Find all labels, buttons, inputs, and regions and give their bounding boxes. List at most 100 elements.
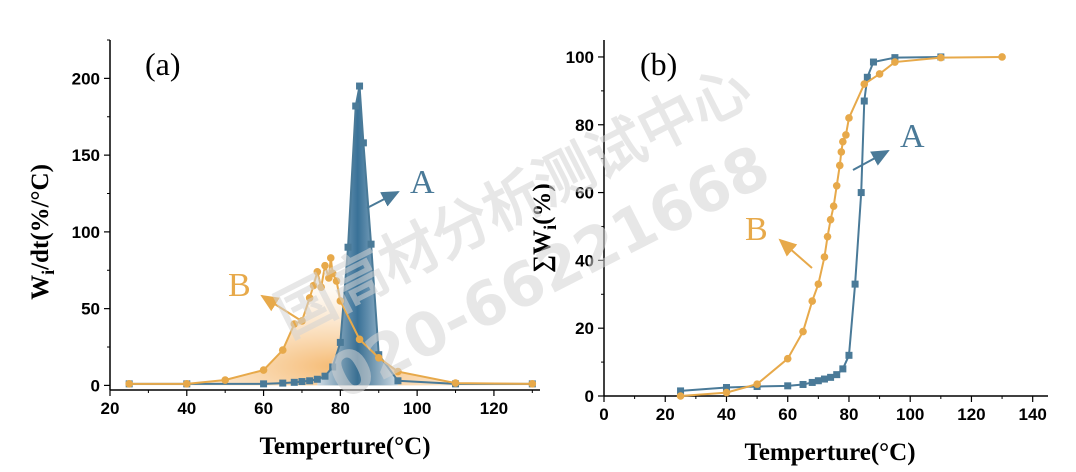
series-b-point <box>355 335 364 344</box>
x-tick-label: 40 <box>177 399 196 418</box>
series-a-point <box>869 58 877 66</box>
y-tick-label: 40 <box>575 251 594 270</box>
y-tick-label: 80 <box>575 116 594 135</box>
chart-axes: 20 40 60 80 100 120 0 50 100 150 200 <box>72 39 540 418</box>
series-b-point <box>845 114 853 122</box>
x-tick-label: 20 <box>101 399 120 418</box>
series-b-point <box>321 261 329 270</box>
series-b-point <box>875 70 884 78</box>
annotation-arrow-b <box>260 294 301 321</box>
y-axis-label: ∑Wi(%) <box>529 183 560 273</box>
y-tick-label: 60 <box>575 184 594 203</box>
series-b-point <box>722 388 731 397</box>
series-b-point <box>808 297 817 305</box>
y-tick-label: 150 <box>72 146 100 165</box>
series-b-point <box>259 366 268 374</box>
series-b-point <box>998 53 1006 61</box>
series-a-point <box>863 73 871 81</box>
y-axis-label-sub: i <box>540 225 560 230</box>
series-b-point <box>799 327 807 336</box>
series-b-point <box>839 137 847 146</box>
series-b-point <box>753 380 761 388</box>
series-b-point <box>313 267 322 276</box>
series-b-point <box>328 269 337 278</box>
series-a-point <box>359 139 367 147</box>
series-b-point <box>842 131 850 139</box>
series-a-point <box>833 371 841 379</box>
series-b-point <box>783 354 792 363</box>
x-tick-label: 60 <box>778 405 797 424</box>
series-b-point <box>290 320 299 328</box>
annotation-label-b: B <box>745 211 768 248</box>
x-tick-label: 60 <box>254 399 273 418</box>
series-a-point <box>784 382 792 390</box>
series-b-point <box>891 58 899 66</box>
series-a-point <box>394 377 402 385</box>
series-a-point <box>290 378 298 386</box>
y-axis-label-main: W <box>27 275 54 300</box>
series-a-point <box>808 378 816 386</box>
annotation-label-a: A <box>900 118 925 155</box>
series-b-point <box>835 161 844 170</box>
series-b-point <box>676 392 685 400</box>
chart-series-layer <box>676 53 1006 400</box>
y-axis-label-main: ∑W <box>529 230 556 273</box>
series-a-point <box>306 377 314 385</box>
x-tick-label: 20 <box>656 405 675 424</box>
series-b-point <box>374 353 383 362</box>
y-axis-label-sub: i <box>38 270 58 275</box>
chart-axes: 0 20 40 60 80 100 120 140 0 20 40 60 80 100 <box>566 40 1048 424</box>
series-b-point <box>305 294 314 302</box>
series-a-point <box>820 375 828 383</box>
x-tick-label: 80 <box>331 399 350 418</box>
series-b-point <box>829 202 838 210</box>
x-tick-label: 120 <box>957 405 985 424</box>
y-axis-label: Wi/dt(%/°C) <box>27 164 58 300</box>
series-b-point <box>125 380 133 388</box>
series-b-point <box>820 253 829 261</box>
chart-fill-layer <box>129 86 533 386</box>
series-b-point <box>528 380 537 388</box>
series-b-point <box>823 232 832 241</box>
series-a-point <box>356 82 364 90</box>
y-tick-label: 50 <box>81 300 100 319</box>
series-a-point <box>344 243 352 251</box>
series-b-point <box>221 376 229 384</box>
series-a-point <box>336 338 344 346</box>
y-tick-label: 0 <box>585 387 594 406</box>
annotation-label-a: A <box>410 164 435 201</box>
series-a-point <box>279 379 287 387</box>
y-axis-label-rest: /dt(%/°C) <box>27 164 54 271</box>
chart-series-layer <box>125 82 537 388</box>
series-a-point <box>260 380 268 388</box>
series-b-point <box>451 379 460 387</box>
panel-label: (b) <box>640 46 677 82</box>
series-a-point <box>677 387 685 395</box>
y-tick-label: 0 <box>91 376 100 395</box>
x-tick-label: 40 <box>717 405 736 424</box>
series-b-point <box>837 148 846 156</box>
series-b-point <box>814 280 823 288</box>
series-a-point <box>321 372 329 380</box>
x-tick-label: 0 <box>599 405 608 424</box>
series-b-point <box>278 346 287 354</box>
y-tick-label: 100 <box>72 223 100 242</box>
y-tick-label: 20 <box>575 319 594 338</box>
series-a-point <box>367 240 375 248</box>
series-a-point <box>827 373 835 381</box>
series-a-point <box>845 351 853 359</box>
annotation-label-b: B <box>228 267 251 304</box>
series-b-point <box>336 297 345 305</box>
series-a-point <box>857 189 865 197</box>
series-b-point <box>860 80 869 88</box>
x-tick-label: 100 <box>896 405 924 424</box>
series-a-point <box>851 280 859 288</box>
series-b-point <box>309 281 318 290</box>
annotation-arrow-b <box>778 238 813 269</box>
series-b-point <box>317 283 325 291</box>
series-b-point <box>326 254 335 262</box>
series-b-area <box>129 257 533 386</box>
x-axis-label: Temperture(°C) <box>259 433 430 460</box>
series-a-point <box>722 384 730 392</box>
